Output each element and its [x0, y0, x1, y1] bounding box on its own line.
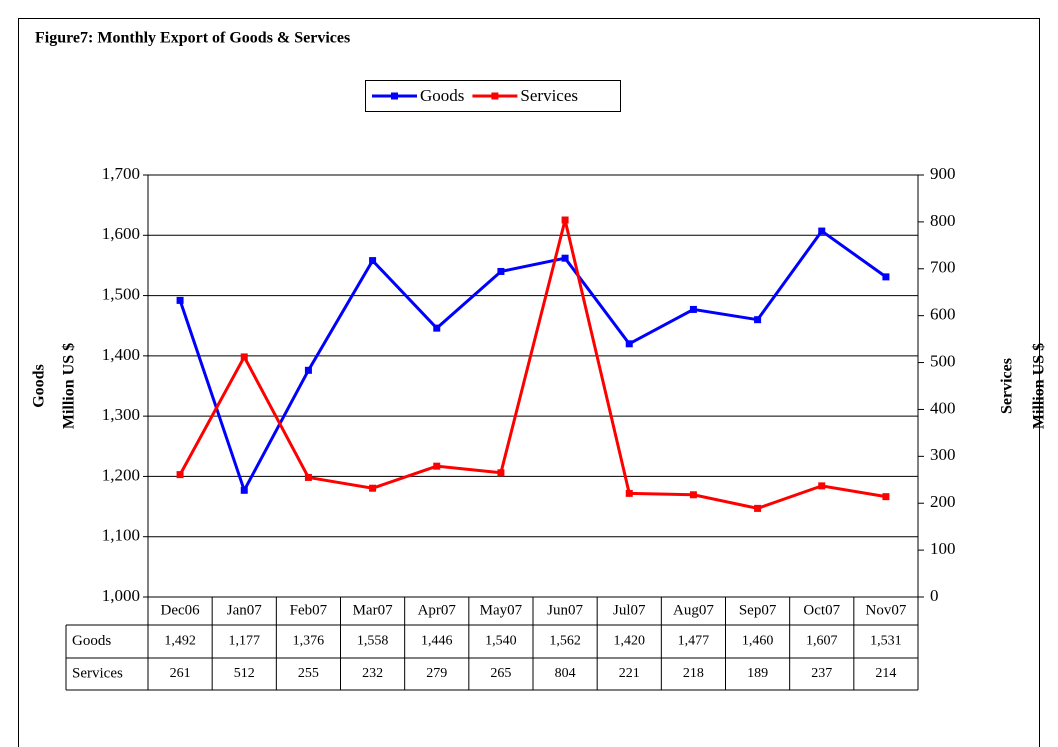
y-tick-label: 1,400: [102, 345, 140, 364]
table-cell: 512: [234, 666, 255, 681]
point: [497, 267, 505, 275]
table-cell: 1,446: [421, 634, 453, 649]
series-line: [178, 228, 887, 495]
table-cell: 1,607: [806, 634, 838, 649]
point: [176, 296, 184, 304]
y2-tick-label: 700: [930, 258, 956, 277]
table-cell: 1,376: [293, 634, 325, 649]
table-cell: 1,460: [742, 634, 774, 649]
table-cell: 214: [875, 666, 896, 681]
x-tick-label tbl: Aug07: [673, 602, 714, 618]
point: [369, 484, 377, 492]
chart-title: Figure7: Monthly Export of Goods & Servi…: [35, 30, 350, 47]
table-cell: 221: [619, 666, 640, 681]
table-cell: 1,477: [678, 634, 710, 649]
y2-tick-label: 600: [930, 305, 956, 324]
table-cell: 232: [362, 666, 383, 681]
point: [304, 473, 312, 481]
x-tick-label tbl: Sep07: [739, 602, 777, 618]
table-cell: 237: [811, 666, 832, 681]
point: [497, 469, 505, 477]
x-tick-label tbl: Jan07: [227, 602, 262, 618]
table-cell: 265: [490, 666, 511, 681]
table-cell: 279: [426, 666, 447, 681]
frame: [18, 18, 1040, 747]
y2-tick-label: 800: [930, 211, 956, 230]
point: [433, 462, 441, 470]
table-cell: 255: [298, 666, 319, 681]
point: [176, 471, 184, 479]
table-row-label: Services: [72, 665, 123, 681]
series-line: [178, 219, 887, 510]
point: [625, 489, 633, 497]
point: [240, 353, 248, 361]
table-cell: 1,420: [614, 634, 646, 649]
y2-tick-label: 500: [930, 351, 956, 370]
point: [561, 216, 569, 224]
table-cell: 1,562: [549, 634, 581, 649]
y2-tick-label: 900: [930, 164, 956, 183]
y-tick-label: 1,600: [102, 224, 140, 243]
legend-marker: [491, 92, 499, 100]
point: [304, 366, 312, 374]
table-cell: 189: [747, 666, 768, 681]
axis-label: Services: [999, 358, 1016, 414]
legend-marker: [391, 92, 398, 100]
table-cell: 1,540: [485, 634, 517, 649]
point: [754, 316, 762, 324]
point: [882, 273, 890, 281]
point: [818, 482, 826, 490]
table-row-label: Goods: [72, 633, 111, 649]
table-cell: 1,177: [229, 634, 261, 649]
point: [240, 486, 248, 494]
y-tick-label: 1,300: [102, 405, 140, 424]
y2-tick-label: 100: [930, 539, 956, 558]
x-tick-label tbl: Apr07: [418, 602, 457, 618]
point: [369, 257, 377, 265]
legend-label: Services: [520, 86, 578, 105]
y2-tick-label: 200: [930, 492, 956, 511]
table-cell: 1,531: [870, 634, 902, 649]
point: [561, 254, 569, 262]
point: [689, 491, 697, 499]
x-tick-label tbl: Dec06: [161, 602, 201, 618]
point: [433, 324, 441, 332]
axis-label: Goods: [31, 364, 48, 408]
axis-label: Million US $: [1031, 343, 1048, 429]
table-cell: 804: [555, 666, 576, 681]
table-cell: 261: [170, 666, 191, 681]
x-tick-label tbl: Mar07: [353, 602, 393, 618]
x-tick-label tbl: Nov07: [865, 602, 906, 618]
x-tick-label tbl: Jun07: [547, 602, 583, 618]
y-tick-label: 1,200: [102, 465, 140, 484]
y-tick-label: 1,000: [102, 586, 140, 605]
x-tick-label tbl: Feb07: [290, 602, 328, 618]
legend-label: Goods: [420, 86, 464, 105]
y2-tick-label: 0: [930, 586, 939, 605]
x-tick-label tbl: May07: [480, 602, 523, 618]
point: [882, 493, 890, 501]
y-tick-label: 1,100: [102, 526, 140, 545]
y-tick-label: 1,500: [102, 284, 140, 303]
point: [625, 340, 633, 348]
table-cell: 1,492: [164, 634, 196, 649]
y2-tick-label: 300: [930, 445, 956, 464]
point: [754, 504, 762, 512]
table-cell: 218: [683, 666, 704, 681]
table-cell: 1,558: [357, 634, 389, 649]
axis-label: Million US $: [61, 343, 78, 429]
y2-tick-label: 400: [930, 398, 956, 417]
point: [818, 227, 826, 235]
y-tick-label: 1,700: [102, 164, 140, 183]
x-tick-label tbl: Jul07: [613, 602, 646, 618]
x-tick-label tbl: Oct07: [803, 602, 840, 618]
point: [689, 305, 697, 313]
